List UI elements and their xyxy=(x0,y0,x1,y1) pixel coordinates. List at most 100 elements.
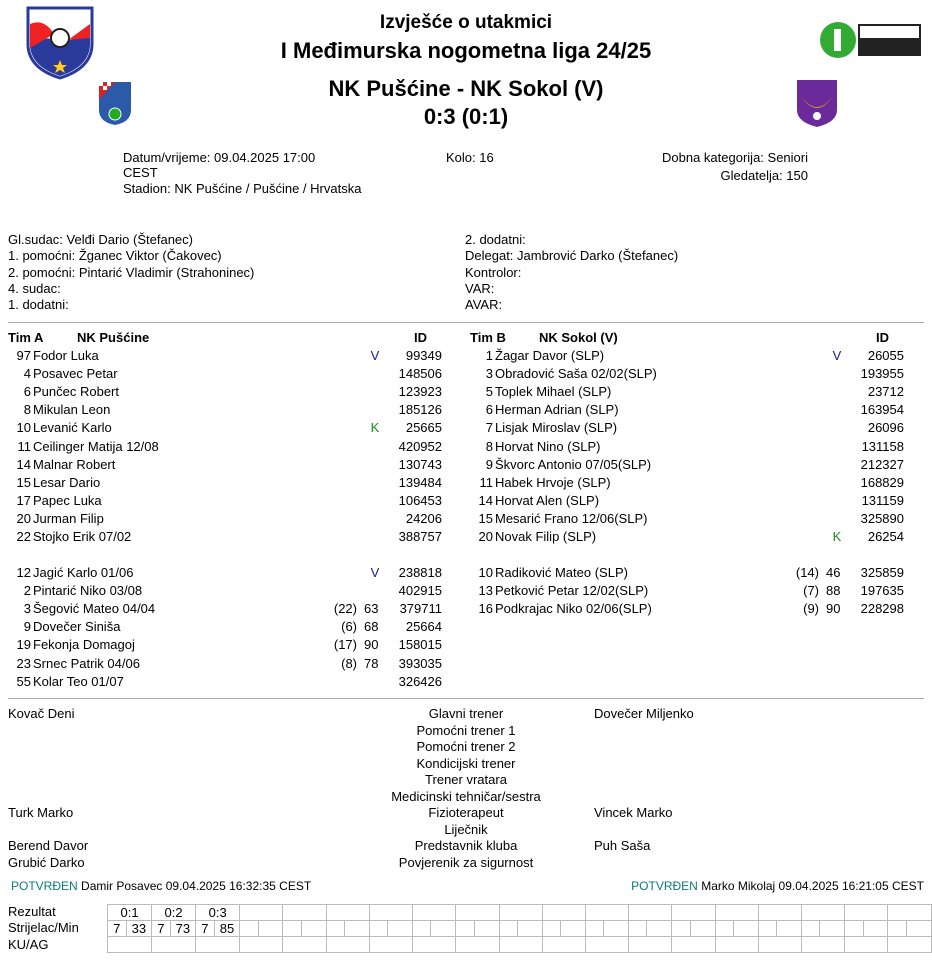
round: Kolo: 16 xyxy=(446,150,494,165)
scorer-cell xyxy=(671,920,691,937)
away-team-logo xyxy=(797,80,837,127)
result-cell xyxy=(887,904,932,921)
result-cell: 0:3 xyxy=(195,904,241,921)
scorer-cell xyxy=(239,920,259,937)
result-cell xyxy=(541,904,586,921)
player-number: 55 xyxy=(16,673,31,689)
scorer-cell xyxy=(646,920,673,937)
player-name: Mikulan Leon xyxy=(33,402,111,418)
player-id: 26254 xyxy=(867,529,904,544)
scorer-cell xyxy=(560,920,586,937)
staff-role: Trener vratara xyxy=(425,772,507,787)
scorer-cell: 33 xyxy=(125,920,153,937)
player-number: 6 xyxy=(485,402,493,418)
ku-ag-cell xyxy=(106,936,153,953)
stadium: Stadion: NK Pušćine / Pušćine / Hrvatska xyxy=(123,181,362,196)
player-number: 13 xyxy=(478,583,493,599)
player-id: 168829 xyxy=(860,474,904,490)
scorer-cell xyxy=(844,920,864,937)
player-name: Šegović Mateo 04/04 xyxy=(33,601,156,617)
player-name: Posavec Petar xyxy=(33,366,118,382)
result-cell xyxy=(757,904,803,921)
staff-role: Glavni trener xyxy=(428,706,504,721)
player-id: 24206 xyxy=(405,510,442,526)
divider xyxy=(8,698,924,699)
away-confirmed-status: POTVRĐEN xyxy=(631,879,698,893)
result-cell xyxy=(368,904,414,921)
player-id: 25665 xyxy=(405,420,442,436)
player-name: Horvat Nino (SLP) xyxy=(495,438,601,454)
player-number: 8 xyxy=(23,402,31,418)
official-entry: VAR: xyxy=(465,280,495,296)
scorer-cell xyxy=(325,920,345,937)
scorer-cell xyxy=(473,920,500,937)
scorer-cell xyxy=(732,920,759,937)
result-cell: 0:1 xyxy=(106,904,153,921)
scorer-cell xyxy=(862,920,889,937)
scorer-cell xyxy=(343,920,370,937)
player-id: 130743 xyxy=(398,456,442,472)
result-cell xyxy=(671,904,716,921)
player-name: Jagić Karlo 01/06 xyxy=(33,565,134,580)
result-cell xyxy=(239,904,284,921)
player-number: 2 xyxy=(23,583,31,599)
goalkeeper-mark: K xyxy=(832,529,842,544)
player-number: 3 xyxy=(23,601,31,617)
player-number: 4 xyxy=(23,366,31,382)
home-confirmation: POTVRĐEN Damir Posavec 09.04.2025 16:32:… xyxy=(11,878,311,894)
scorer-cell xyxy=(412,920,432,937)
match-datetime: Datum/vrijeme: 09.04.2025 17:00 xyxy=(123,150,316,165)
team-b-label: Tim B xyxy=(470,330,506,345)
player-id: 139484 xyxy=(398,474,442,490)
home-staff-name: Turk Marko xyxy=(8,805,74,820)
player-number: 6 xyxy=(23,384,31,400)
ku-ag-cell xyxy=(325,936,370,953)
official-entry: 2. pomoćni: Pintarić Vladimir (Strahonin… xyxy=(8,264,255,280)
ku-ag-cell xyxy=(541,936,586,953)
ku-ag-cell xyxy=(628,936,673,953)
home-staff-name: Kovač Deni xyxy=(8,706,75,721)
scorer-cell xyxy=(516,920,543,937)
staff-role: Kondicijski trener xyxy=(416,755,516,771)
captain-mark: V xyxy=(370,348,380,363)
ku-ag-cell xyxy=(844,936,889,953)
player-id: 25664 xyxy=(405,619,442,635)
player-id: 379711 xyxy=(399,601,442,617)
sub-for-number: (22) xyxy=(333,601,357,617)
player-id: 197635 xyxy=(860,583,904,599)
sub-minute: 68 xyxy=(364,619,379,635)
player-number: 11 xyxy=(17,438,32,454)
player-id: 325859 xyxy=(860,565,904,580)
scorer-cell: 85 xyxy=(213,920,241,937)
scorer-cell xyxy=(757,920,778,937)
scorer-cell xyxy=(628,920,648,937)
player-id: 212327 xyxy=(860,456,904,472)
player-name: Ceilinger Matija 12/08 xyxy=(33,438,159,454)
player-name: Fekonja Domagoj xyxy=(33,637,135,653)
player-number: 20 xyxy=(16,510,31,526)
staff-role: Fizioterapeut xyxy=(428,805,504,820)
scorer-cell: 7 xyxy=(195,920,215,937)
match-timezone: CEST xyxy=(123,165,158,180)
ku-ag-cell xyxy=(151,936,197,953)
scorer-cell: 7 xyxy=(107,920,127,937)
player-name: Kolar Teo 01/07 xyxy=(33,673,124,689)
player-id: 238818 xyxy=(398,565,442,580)
staff-role: Povjerenik za sigurnost xyxy=(398,854,534,870)
player-number: 22 xyxy=(16,529,31,544)
result-cell xyxy=(282,904,327,921)
official-entry: 1. pomoćni: Žganec Viktor (Čakovec) xyxy=(8,248,222,264)
player-number: 14 xyxy=(478,492,493,508)
match-score: 0:3 (0:1) xyxy=(423,104,509,129)
result-cell xyxy=(714,904,759,921)
age-category: Dobna kategorija: Seniori xyxy=(662,150,808,165)
player-name: Podkrajac Niko 02/06(SLP) xyxy=(495,601,652,617)
ku-ag-cell xyxy=(757,936,803,953)
result-cell xyxy=(325,904,370,921)
player-number: 14 xyxy=(16,456,31,472)
result-cell xyxy=(801,904,846,921)
player-number: 23 xyxy=(16,655,31,671)
player-number: 10 xyxy=(478,565,493,580)
away-staff-name: Vincek Marko xyxy=(594,805,673,820)
player-name: Toplek Mihael (SLP) xyxy=(495,384,612,400)
